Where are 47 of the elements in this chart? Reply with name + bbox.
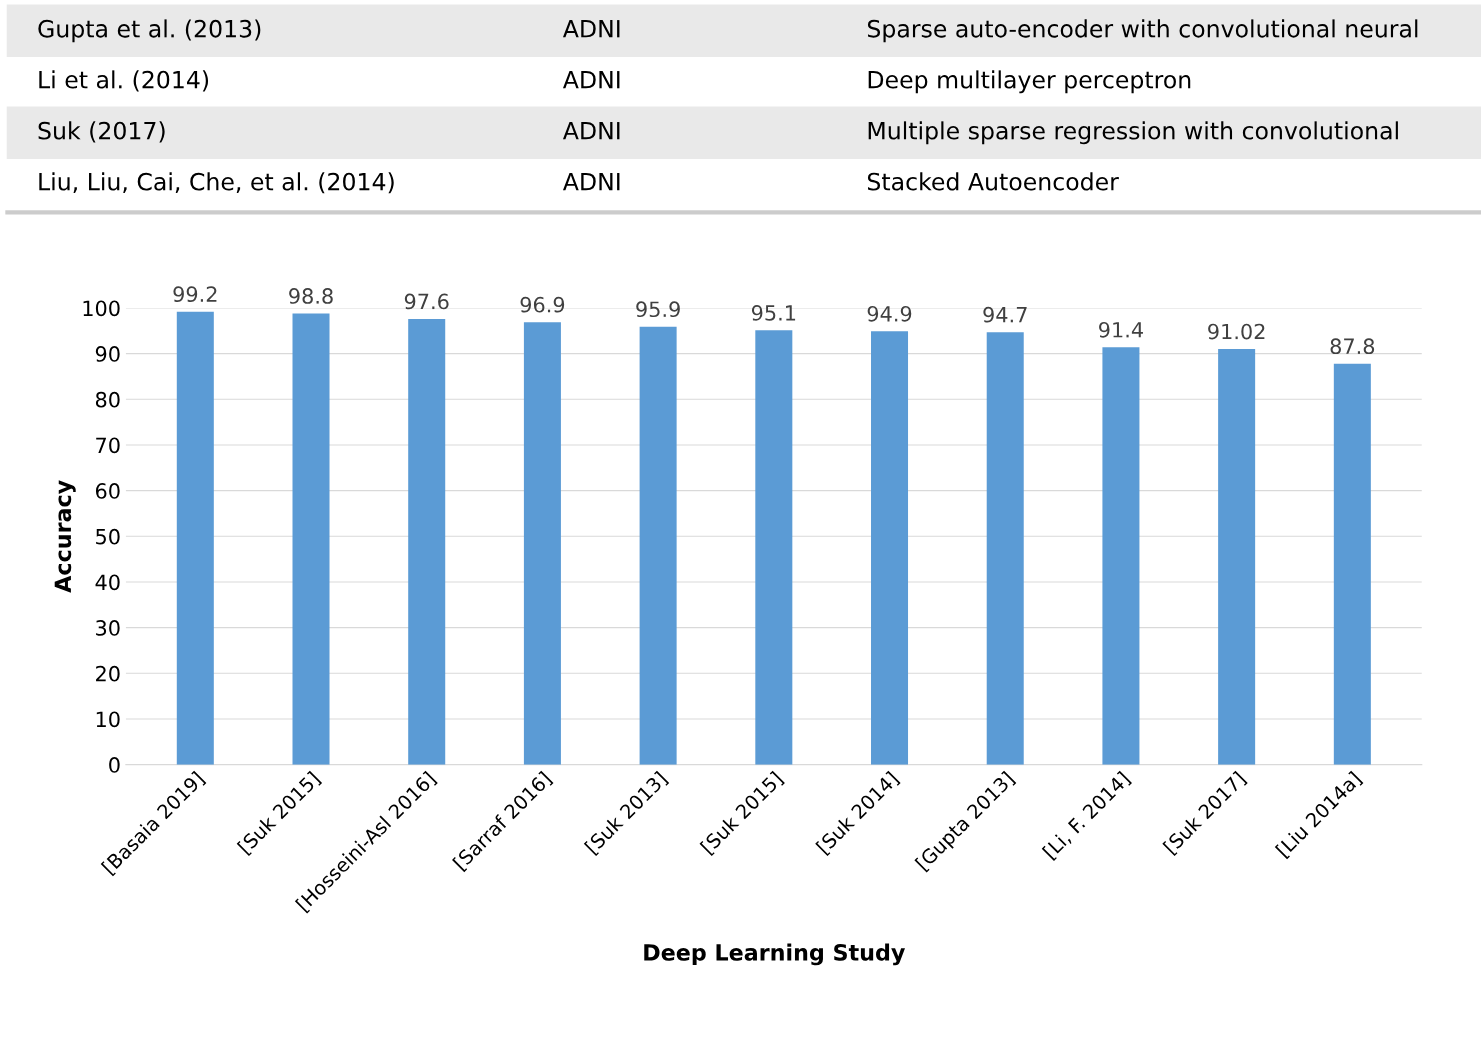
y-tick-label: 90 (95, 346, 120, 362)
bar (1102, 347, 1140, 765)
y-tick-label: 80 (95, 391, 120, 408)
text: Multiple sparse regression with convolutional (868, 121, 1398, 145)
y-tick-label: 70 (96, 437, 120, 454)
data-label: 94.7 (983, 306, 1027, 323)
bar (986, 332, 1024, 765)
y-tick-label: 20 (96, 665, 120, 682)
data-label: 99.2 (173, 286, 217, 303)
text: Deep multilayer perceptron (868, 70, 1191, 94)
data-label: 87.8 (1330, 338, 1375, 355)
text: Liu, Liu, Cai, Che, et al. (2014) (39, 172, 394, 194)
y-tick-label: 100 (83, 300, 120, 317)
data-label: 98.8 (289, 288, 333, 304)
text: Stacked Autoencoder (867, 172, 1119, 191)
bar (1333, 363, 1371, 765)
y-tick-label: 0 (109, 757, 120, 773)
bar (292, 313, 330, 765)
text: Li et al. (2014) (39, 70, 209, 92)
data-label: 95.1 (751, 305, 796, 321)
data-label: 95.9 (636, 301, 680, 318)
bar (755, 330, 793, 765)
y-tick-label: 40 (95, 574, 120, 591)
bar (639, 326, 677, 765)
text: Suk (2017) (38, 121, 165, 143)
bar (1218, 348, 1256, 765)
data-label: 94.9 (867, 305, 912, 322)
text: Gupta et al. (2013) (38, 19, 261, 43)
y-tick-label: 10 (96, 711, 120, 728)
y-tick-label: 30 (96, 620, 120, 636)
data-label: 91.4 (1099, 321, 1143, 338)
bar (408, 318, 446, 765)
bar (523, 322, 561, 765)
y-tick-label: 50 (96, 528, 120, 545)
text: Sparse auto-encoder with convolutional neural (867, 19, 1418, 43)
x-axis-title: Deep Learning Study (644, 943, 905, 966)
text: ADNI (562, 71, 620, 89)
data-label: 97.6 (404, 293, 449, 310)
bar (176, 311, 214, 765)
y-tick-label: 60 (95, 483, 120, 499)
text: ADNI (562, 122, 620, 140)
text: ADNI (562, 173, 620, 191)
text: ADNI (562, 20, 620, 38)
bar (871, 331, 909, 765)
data-label: 91.02 (1208, 323, 1265, 340)
data-label: 96.9 (520, 296, 565, 313)
y-axis-title: Accuracy (54, 480, 76, 593)
